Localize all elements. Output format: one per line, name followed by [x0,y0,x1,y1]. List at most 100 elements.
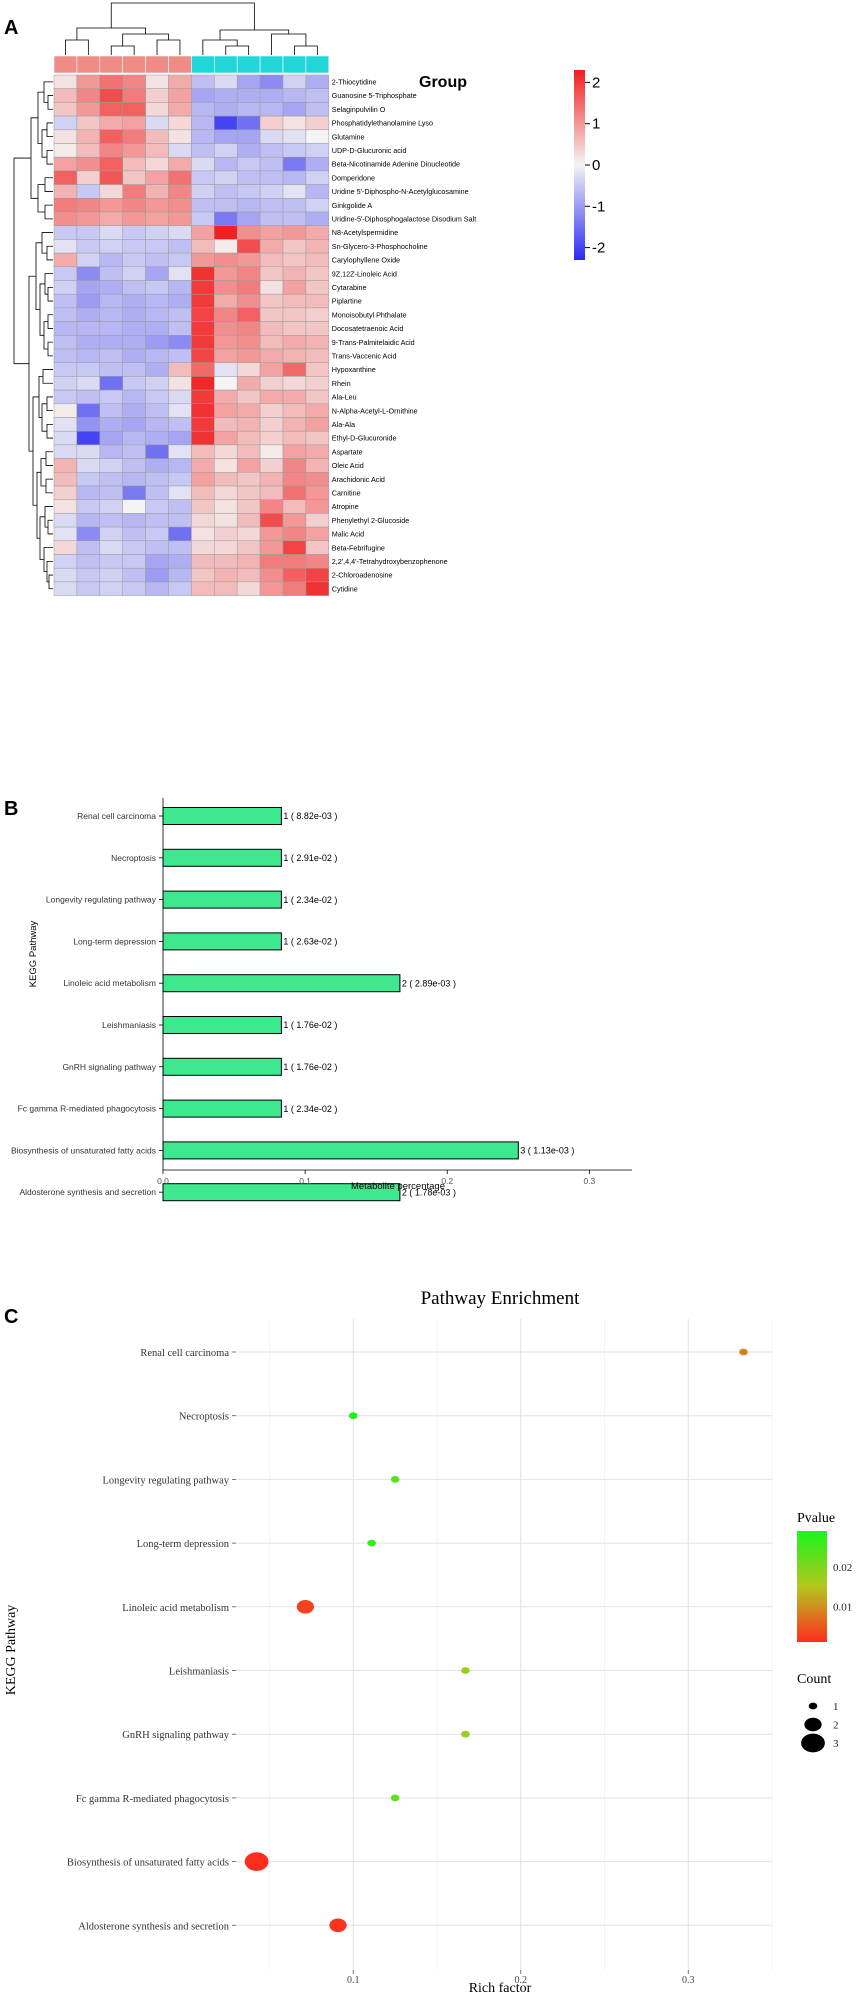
column-dendrogram-branch [294,45,318,55]
dot-plot-category-label: Biosynthesis of unsaturated fatty acids [67,1858,229,1869]
dot-plot-category-label: Longevity regulating pathway [102,1475,229,1486]
dot-plot-point [296,1600,314,1614]
heatmap-row-label: 2-Thiocytidine [332,77,377,86]
heatmap-cell [53,554,78,569]
heatmap-cell [168,348,192,363]
heatmap-cell [168,266,192,281]
heatmap-cell [282,170,307,185]
heatmap-cell [76,211,101,226]
heatmap-cell [214,115,238,131]
row-dendrogram-branch [43,81,53,103]
heatmap-row-label: Glutamine [332,132,365,141]
heatmap-cell [168,239,192,254]
colorbar-tick-label: 0 [592,157,600,174]
heatmap-cell [53,266,78,281]
heatmap-cell [305,198,330,213]
heatmap-cell [122,472,146,487]
heatmap-cell [214,102,238,117]
heatmap-cell [305,307,330,322]
heatmap-cell [145,362,169,377]
heatmap-cell [259,115,284,131]
heatmap-cell [191,211,215,226]
dot-plot-area [236,1319,772,1970]
heatmap-cell [305,335,330,350]
heatmap-cell [168,102,192,117]
dot-plot-point [461,1667,470,1674]
heatmap-cell [99,102,123,117]
bar-x-tick-label: 0.3 [583,1176,595,1186]
bar-category-labels: Renal cell carcinoma Necroptosis Longevity… [11,811,157,1197]
heatmap-cell [76,540,101,555]
heatmap-cell [305,170,330,185]
count-legend-symbol [804,1717,822,1732]
heatmap-cell [282,540,307,555]
heatmap-cell [168,376,192,391]
heatmap-cell [99,513,123,528]
row-dendrogram-branch [44,177,53,192]
heatmap-cell [282,293,307,309]
heatmap-cell [53,74,78,89]
heatmap-cell [53,540,78,555]
heatmap-cell [305,211,330,226]
heatmap-cell [214,335,238,350]
pvalue-legend-tick-label: 0.01 [833,1602,852,1614]
heatmap-cell [214,362,238,377]
heatmap-cell [305,252,330,268]
heatmap-cell [53,403,78,418]
heatmap-cell [305,348,330,363]
heatmap-cell [53,115,78,131]
heatmap-cell [305,444,330,459]
row-dendrogram-branch [41,232,53,254]
heatmap-cell [168,211,192,226]
colorbar-tick-label: -1 [592,198,605,215]
heatmap-cell [145,74,169,89]
heatmap-cell [282,567,307,583]
heatmap-cell [76,417,101,432]
count-legend-label: 1 [833,1701,839,1713]
group-annotation-cell [99,55,124,74]
bar [162,1141,519,1160]
heatmap-cell [145,526,169,542]
group-annotation-cell [76,55,101,74]
heatmap-cell [53,143,78,158]
dot-plot-point [329,1918,347,1933]
bar-value-label: 1 ( 2.34e-02 ) [283,1104,337,1114]
bar-category-label: Fc gamma R-mediated phagocytosis [18,1104,156,1114]
bar-x-ticks: 0.0 0.1 0.2 0.3 [157,1170,596,1186]
heatmap-cell [168,581,192,596]
heatmap-row-label: Atropine [332,502,359,511]
heatmap-cell [214,321,238,336]
heatmap-cell [76,321,101,336]
heatmap-cell [122,266,146,281]
heatmap-cell [259,376,284,391]
heatmap-cell [76,143,101,158]
heatmap-cell [305,417,330,432]
row-dendrogram-branch [32,396,39,506]
heatmap-row-label: Guanosine 5-Triphosphate [332,91,417,100]
heatmap-cell [99,321,123,336]
heatmap-row-label: UDP-D-Glucuronic acid [332,146,407,155]
heatmap-cell [76,184,101,199]
heatmap-cell [191,362,215,377]
heatmap-cell [282,74,307,89]
heatmap-cell [122,156,146,172]
dot-plot-x-axis-label: Rich factor [469,1981,532,1994]
heatmap-cell [76,472,101,487]
heatmap-panel: Group 2-Thiocytidine Guanosine 5-Triphosp… [13,2,605,596]
dot-plot-point [461,1730,470,1738]
heatmap-cell [259,485,284,500]
heatmap-cell [168,170,192,185]
bar-category-label: Linoleic acid metabolism [63,978,156,988]
heatmap-cell [122,389,146,405]
heatmap-cell [53,389,78,405]
heatmap-cell [191,417,215,432]
group-annotation-cell [145,55,169,74]
dot-plot-point [739,1348,748,1356]
heatmap-cell [282,252,307,268]
heatmap-cell [145,499,169,514]
heatmap-cell [214,348,238,363]
bar [162,890,282,909]
heatmap-cell [236,540,261,555]
heatmap-cell [122,211,146,226]
